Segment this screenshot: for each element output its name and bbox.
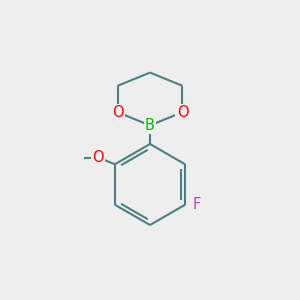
Text: O: O: [177, 105, 188, 120]
Text: B: B: [145, 118, 155, 133]
Text: F: F: [193, 197, 201, 212]
Text: O: O: [93, 150, 104, 165]
Text: O: O: [112, 105, 123, 120]
